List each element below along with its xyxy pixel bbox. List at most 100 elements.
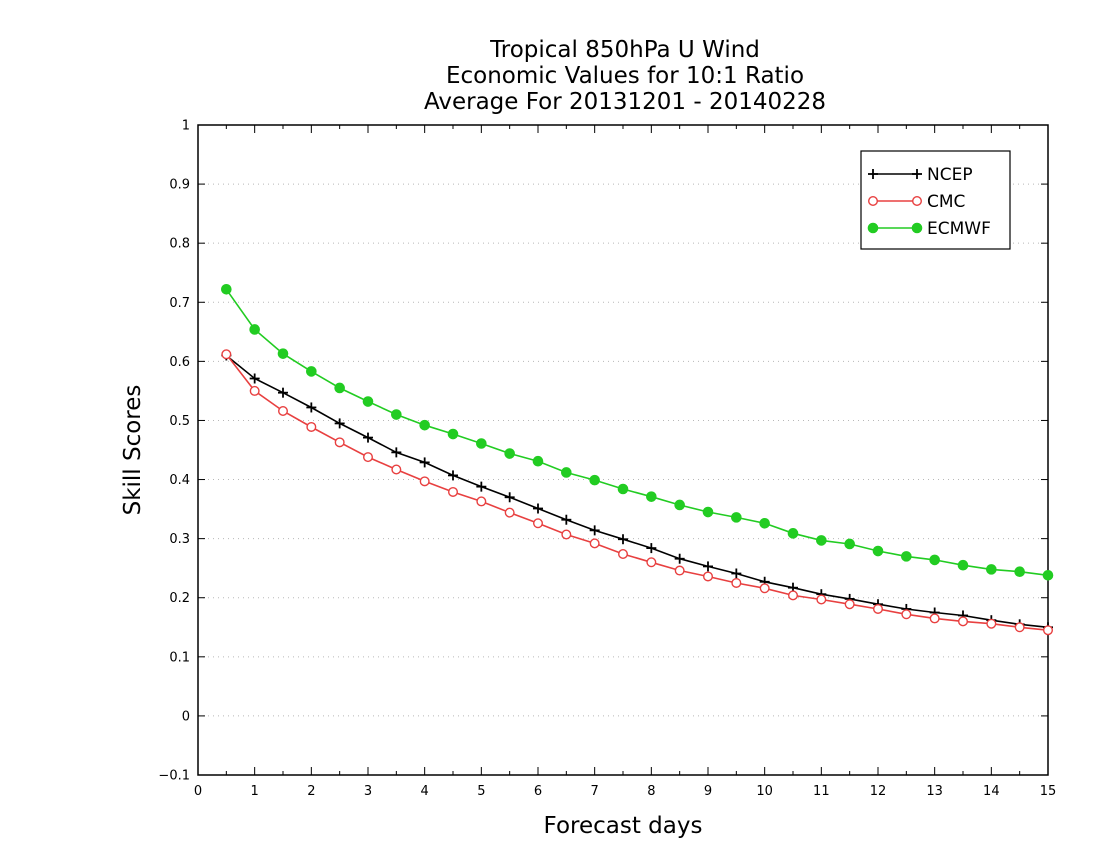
cmc-point [929, 613, 940, 624]
ecmwf-point [391, 409, 402, 420]
y-tick-label: 0.1 [169, 650, 190, 665]
ncep-point [306, 402, 317, 413]
cmc-point [589, 538, 600, 549]
x-tick-label: 12 [870, 784, 887, 799]
cmc-point [958, 616, 969, 627]
x-tick-label: 8 [647, 784, 655, 799]
x-tick-label: 15 [1040, 784, 1057, 799]
cmc-point [873, 603, 884, 614]
legend-box [860, 150, 1011, 250]
ncep-point [249, 373, 260, 384]
ncep-point [731, 568, 742, 579]
cmc-point [868, 195, 879, 206]
y-tick-label: 0.3 [169, 532, 190, 547]
ecmwf-point [532, 455, 544, 467]
ecmwf-point [816, 535, 827, 546]
cmc-point [912, 195, 923, 206]
legend-label-ncep: NCEP [927, 165, 973, 185]
legend: NCEP CMC ECMWF [860, 150, 1011, 250]
ecmwf-point [986, 564, 997, 575]
cmc-point [986, 618, 997, 629]
x-tick-label: 0 [194, 784, 202, 799]
y-tick-label: 0.2 [169, 591, 190, 606]
y-tick-label: −0.1 [158, 769, 190, 784]
series-ncep [221, 350, 1053, 633]
ncep-point [912, 169, 922, 179]
y-axis: −0.1 0 0.1 0.2 0.3 0.4 0.5 0.6 0.7 0.8 0.9 1 [158, 119, 1048, 784]
ecmwf-point [867, 222, 879, 234]
cmc-point [278, 406, 289, 417]
x-tick-label: 3 [364, 784, 372, 799]
cmc-point [391, 464, 402, 475]
series-layer [221, 283, 1054, 636]
legend-label-cmc: CMC [927, 192, 965, 212]
x-tick-label: 9 [704, 784, 712, 799]
ecmwf-point [306, 366, 317, 377]
ecmwf-point [617, 483, 629, 495]
grid-lines [198, 183, 1048, 717]
ecmwf-point [702, 506, 714, 518]
legend-item-cmc: CMC [868, 192, 965, 212]
cmc-point [249, 385, 260, 396]
ncep-point [419, 457, 430, 468]
ecmwf-point [787, 528, 799, 539]
chart-title-line-3: Average For 20131201 - 20140228 [423, 89, 827, 115]
ecmwf-point [957, 559, 969, 571]
ncep-point [448, 470, 458, 481]
cmc-point [334, 437, 345, 448]
x-tick-label: 7 [591, 784, 599, 799]
ncep-point [589, 525, 600, 536]
cmc-point [674, 565, 685, 576]
ecmwf-point [1014, 566, 1025, 578]
cmc-point [759, 583, 770, 594]
y-tick-label: 0 [182, 709, 190, 724]
ncep-point [703, 561, 713, 572]
x-tick-label: 6 [534, 784, 542, 799]
ecmwf-point [362, 396, 374, 407]
ecmwf-point [419, 419, 430, 431]
y-tick-label: 1 [182, 119, 190, 134]
x-tick-label: 14 [983, 784, 1000, 799]
ecmwf-point [844, 538, 855, 550]
cmc-point [448, 486, 459, 497]
x-axis-label: Forecast days [544, 813, 703, 839]
ecmwf-point [759, 517, 770, 529]
y-tick-label: 0.6 [169, 355, 190, 370]
x-tick-label: 4 [421, 784, 429, 799]
y-tick-label: 0.5 [169, 414, 190, 429]
series-ecmwf [221, 283, 1054, 581]
ecmwf-point [221, 283, 232, 295]
ncep-point [476, 481, 487, 492]
cmc-point [476, 496, 487, 507]
ecmwf-point [674, 499, 685, 511]
legend-item-ncep: NCEP [868, 165, 973, 185]
y-axis-label: Skill Scores [120, 385, 146, 516]
legend-item-ecmwf: ECMWF [867, 219, 991, 239]
ncep-point [278, 387, 288, 398]
ncep-point [391, 447, 402, 458]
cmc-point [816, 594, 827, 605]
cmc-point [646, 557, 657, 568]
x-tick-label: 1 [251, 784, 259, 799]
ncep-point [646, 543, 657, 554]
cmc-point [901, 609, 912, 620]
y-tick-label: 0.4 [169, 473, 190, 488]
ecmwf-point [476, 438, 487, 449]
ecmwf-point [447, 428, 459, 440]
cmc-point [363, 452, 374, 463]
ecmwf-point [646, 491, 657, 502]
x-tick-label: 5 [477, 784, 485, 799]
ecmwf-point [731, 512, 742, 523]
y-tick-label: 0.7 [169, 296, 190, 311]
cmc-point [561, 529, 572, 540]
ecmwf-point [589, 474, 600, 486]
ecmwf-line [225, 288, 1049, 577]
ncep-point [561, 514, 572, 525]
ncep-point [533, 503, 543, 514]
x-tick-label: 11 [813, 784, 830, 799]
cmc-point [533, 518, 544, 529]
cmc-point [1014, 622, 1025, 633]
x-tick-label: 10 [756, 784, 773, 799]
cmc-point [306, 421, 317, 432]
